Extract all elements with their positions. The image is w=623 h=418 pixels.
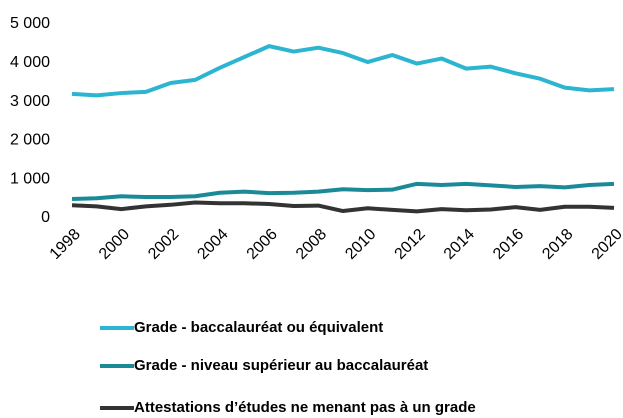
y-tick-label: 3 000 bbox=[10, 93, 50, 110]
x-tick-label: 1998 bbox=[47, 226, 84, 263]
x-tick-label: 2014 bbox=[441, 226, 478, 263]
x-tick-label: 2010 bbox=[342, 226, 379, 263]
x-tick-label: 2020 bbox=[589, 226, 623, 263]
x-tick-label: 2018 bbox=[539, 226, 576, 263]
y-tick-label: 4 000 bbox=[10, 54, 50, 71]
x-tick-label: 2002 bbox=[145, 226, 182, 263]
y-tick-label: 0 bbox=[41, 209, 50, 226]
x-tick-label: 2000 bbox=[96, 226, 133, 263]
y-tick-label: 1 000 bbox=[10, 170, 50, 187]
x-tick-label: 2006 bbox=[244, 226, 281, 263]
y-tick-label: 5 000 bbox=[10, 15, 50, 32]
x-tick-label: 2012 bbox=[392, 226, 429, 263]
series-line bbox=[71, 44, 615, 98]
y-tick-label: 2 000 bbox=[10, 132, 50, 149]
legend-label: Grade - baccalauréat ou équivalent bbox=[134, 319, 383, 336]
legend-label: Attestations d’études ne menant pas à un… bbox=[134, 399, 476, 416]
x-tick-label: 2008 bbox=[293, 226, 330, 263]
legend-label: Grade - niveau supérieur au baccalauréat bbox=[134, 357, 428, 374]
x-tick-label: 2016 bbox=[490, 226, 527, 263]
series-line bbox=[71, 200, 615, 214]
series-line bbox=[71, 181, 615, 201]
x-tick-label: 2004 bbox=[194, 226, 231, 263]
